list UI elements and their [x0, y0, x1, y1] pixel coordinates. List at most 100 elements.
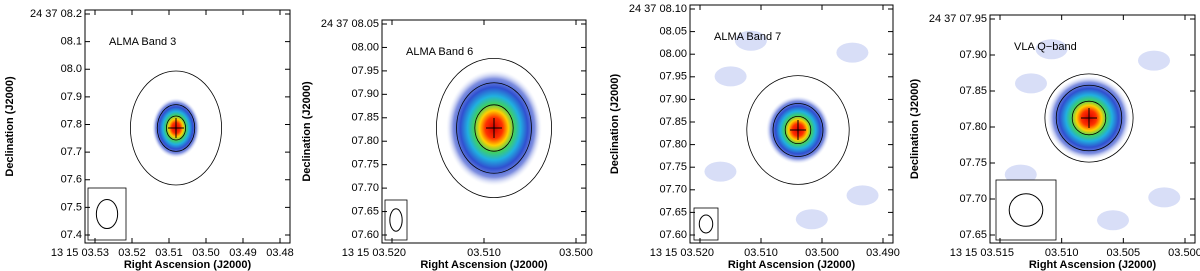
- background-emission: [1097, 210, 1129, 231]
- source-halo: [746, 75, 850, 185]
- y-axis-label: Declination (J2000): [301, 81, 313, 182]
- y-tick-label: 07.70: [959, 193, 987, 205]
- x-tick-label: 03.500: [805, 247, 839, 259]
- contour: [165, 115, 186, 141]
- x-axis-label: Right Ascension (J2000): [420, 259, 548, 271]
- frame: [989, 14, 1196, 244]
- x-tick-label: 13 15 03.515: [950, 247, 1014, 259]
- x-tick-label: 03.505: [1107, 247, 1141, 259]
- y-tick-label: 07.90: [351, 88, 379, 100]
- y-tick-label: 07.60: [659, 229, 687, 241]
- y-tick-label: 08.00: [351, 41, 379, 53]
- y-tick-label: 07.90: [959, 49, 987, 61]
- beam-box: [693, 207, 719, 241]
- background-emission: [846, 185, 879, 206]
- x-tick-label: 03.490: [866, 247, 900, 259]
- contour: [1055, 84, 1123, 152]
- y-tick-label: 07.9: [61, 91, 82, 103]
- y-tick-label: 07.6: [61, 174, 82, 186]
- y-tick-label: 07.90: [659, 93, 687, 105]
- y-tick-label: 07.70: [659, 184, 687, 196]
- x-tick-label: 03.510: [744, 247, 778, 259]
- panel: VLA Q−band 24 37 07.95 07.90 07.85 07.80 07.7…: [909, 13, 1200, 271]
- y-tick-label: 24 37 07.95: [929, 13, 987, 25]
- beam-box: [384, 199, 408, 241]
- panel-title: ALMA Band 6: [406, 46, 473, 58]
- beam: [389, 208, 403, 232]
- y-tick-label: 08.1: [61, 36, 82, 48]
- panel: ALMA Band 6 24 37 08.05 08.00 07.95 07.90 07.…: [301, 18, 593, 271]
- x-tick-label: 03.48: [266, 247, 294, 259]
- y-tick-label: 07.80: [351, 135, 379, 147]
- y-tick-label: 07.95: [351, 65, 379, 77]
- beam: [698, 214, 714, 234]
- x-tick-label: 13 15 03.520: [650, 247, 714, 259]
- contour: [456, 82, 532, 174]
- background-emission: [734, 30, 767, 51]
- y-tick-label: 08.00: [659, 48, 687, 60]
- contour: [1071, 100, 1107, 136]
- x-tick-label: 03.50: [192, 247, 220, 259]
- x-tick-label: 03.510: [1045, 247, 1079, 259]
- contour: [156, 104, 196, 152]
- y-tick-label: 07.7: [61, 146, 82, 158]
- background-emission: [704, 161, 737, 182]
- contour: [784, 116, 812, 145]
- x-tick-label: 03.510: [467, 247, 501, 259]
- x-tick-label: 03.500: [559, 247, 593, 259]
- x-tick-label: 13 15 03.520: [342, 247, 406, 259]
- y-tick-label: 07.80: [659, 139, 687, 151]
- source-halo: [435, 58, 552, 198]
- source-halo: [1044, 73, 1134, 163]
- y-tick-label: 07.65: [351, 205, 379, 217]
- y-tick-label: 07.95: [659, 71, 687, 83]
- background-emission: [1035, 39, 1068, 60]
- frame: [84, 9, 291, 244]
- background-emission: [714, 66, 747, 87]
- y-tick-label: 07.85: [659, 116, 687, 128]
- x-tick-label: 03.51: [155, 247, 183, 259]
- y-tick-label: 07.80: [959, 121, 987, 133]
- y-axis-label: Declination (J2000): [909, 79, 921, 180]
- y-tick-label: 08.05: [659, 26, 687, 38]
- panel-title: VLA Q−band: [1014, 41, 1077, 53]
- panel: ALMA Band 3 24 37 08.2 08.1 08.0 07.9 07.8 07.…: [4, 8, 294, 271]
- y-tick-label: 24 37 08.10: [629, 3, 687, 15]
- x-axis-label: Right Ascension (J2000): [1029, 259, 1157, 271]
- y-tick-label: 07.4: [61, 229, 82, 241]
- y-tick-label: 07.60: [351, 229, 379, 241]
- y-tick-label: 07.85: [351, 112, 379, 124]
- beam: [1008, 193, 1044, 227]
- background-emission: [1148, 187, 1181, 208]
- beam: [95, 198, 119, 230]
- frame: [689, 4, 894, 244]
- y-tick-label: 07.65: [959, 229, 987, 241]
- beam-box: [87, 187, 127, 241]
- x-tick-label: 13 15 03.53: [51, 247, 109, 259]
- background-emission: [1138, 50, 1170, 71]
- y-tick-label: 07.5: [61, 201, 82, 213]
- background-emission: [795, 209, 828, 230]
- panel: ALMA Band 7 24 37 08.10 08.05 08.00 07.95 07.…: [609, 3, 900, 271]
- y-tick-label: 24 37 08.2: [30, 8, 82, 20]
- background-emission: [836, 42, 869, 63]
- x-axis-label: Right Ascension (J2000): [124, 259, 252, 271]
- y-tick-label: 07.75: [351, 159, 379, 171]
- x-tick-label: 03.49: [229, 247, 257, 259]
- y-tick-label: 07.70: [351, 182, 379, 194]
- panel-title: ALMA Band 3: [109, 36, 176, 48]
- contour: [772, 103, 824, 157]
- y-tick-label: 07.65: [659, 206, 687, 218]
- y-axis-label: Declination (J2000): [4, 76, 16, 177]
- beam-box: [995, 179, 1057, 241]
- y-tick-label: 07.75: [959, 157, 987, 169]
- x-tick-label: 03.52: [118, 247, 146, 259]
- x-tick-label: 03.500: [1168, 247, 1200, 259]
- y-tick-label: 07.75: [659, 161, 687, 173]
- y-tick-label: 07.8: [61, 118, 82, 130]
- panel-title: ALMA Band 7: [714, 31, 781, 43]
- y-tick-label: 08.0: [61, 63, 82, 75]
- source-halo: [129, 70, 222, 186]
- background-emission: [1015, 73, 1047, 94]
